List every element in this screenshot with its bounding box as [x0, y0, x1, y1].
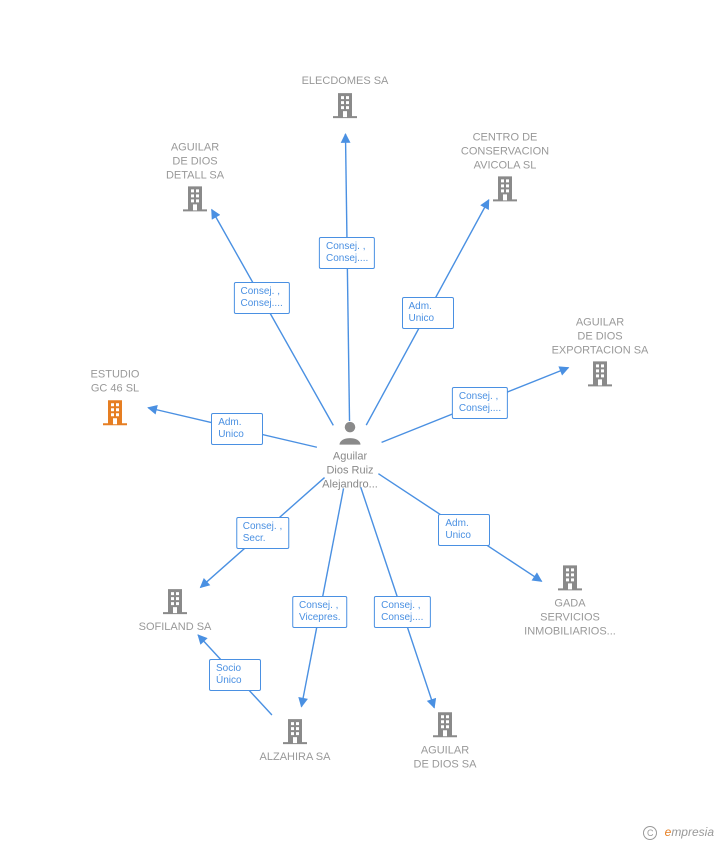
edge-label-person-gada[interactable]: Adm. Unico	[438, 514, 490, 546]
node-label: AGUILAR DE DIOS EXPORTACION SA	[540, 316, 660, 357]
node-label: ESTUDIO GC 46 SL	[55, 368, 175, 396]
edge-label-person-elecdomes[interactable]: Consej. , Consej....	[319, 237, 375, 269]
node-gada[interactable]: GADA SERVICIOS INMOBILIARIOS...	[510, 561, 630, 638]
node-detall[interactable]: AGUILAR DE DIOS DETALL SA	[135, 141, 255, 218]
diagram-canvas: Aguilar Dios Ruiz Alejandro... ELECDOMES …	[0, 0, 728, 850]
node-elecdomes[interactable]: ELECDOMES SA	[285, 75, 405, 125]
attribution: C empresia	[643, 825, 714, 840]
edge-label-person-centro[interactable]: Adm. Unico	[402, 297, 454, 329]
node-label: CENTRO DE CONSERVACION AVICOLA SL	[445, 131, 565, 172]
node-person[interactable]: Aguilar Dios Ruiz Alejandro...	[290, 418, 410, 491]
brand-label: empresia	[665, 825, 714, 839]
edge-label-person-export[interactable]: Consej. , Consej....	[452, 387, 508, 419]
edge-label-alzahira-sofiland[interactable]: Socio Único	[209, 659, 261, 691]
edge-label-person-detall[interactable]: Consej. , Consej....	[234, 282, 290, 314]
edge-label-person-alzahira[interactable]: Consej. , Vicepres.	[292, 596, 348, 628]
node-label: Aguilar Dios Ruiz Alejandro...	[290, 450, 410, 491]
node-label: ALZAHIRA SA	[235, 751, 355, 765]
edge-label-person-estudio[interactable]: Adm. Unico	[211, 413, 263, 445]
edge-person-detall	[212, 210, 334, 426]
edge-label-person-sofiland[interactable]: Consej. , Secr.	[236, 517, 289, 549]
node-alzahira[interactable]: ALZAHIRA SA	[235, 715, 355, 765]
node-export[interactable]: AGUILAR DE DIOS EXPORTACION SA	[540, 316, 660, 393]
copyright-symbol: C	[643, 826, 657, 840]
node-label: ELECDOMES SA	[285, 75, 405, 89]
node-label: SOFILAND SA	[115, 621, 235, 635]
node-estudio[interactable]: ESTUDIO GC 46 SL	[55, 368, 175, 432]
edge-person-elecdomes	[345, 134, 349, 421]
node-label: GADA SERVICIOS INMOBILIARIOS...	[510, 597, 630, 638]
node-aguilarsa[interactable]: AGUILAR DE DIOS SA	[385, 708, 505, 772]
edge-label-person-aguilarsa[interactable]: Consej. , Consej....	[374, 596, 430, 628]
node-label: AGUILAR DE DIOS SA	[385, 744, 505, 772]
node-centro[interactable]: CENTRO DE CONSERVACION AVICOLA SL	[445, 131, 565, 208]
node-label: AGUILAR DE DIOS DETALL SA	[135, 141, 255, 182]
node-sofiland[interactable]: SOFILAND SA	[115, 585, 235, 635]
